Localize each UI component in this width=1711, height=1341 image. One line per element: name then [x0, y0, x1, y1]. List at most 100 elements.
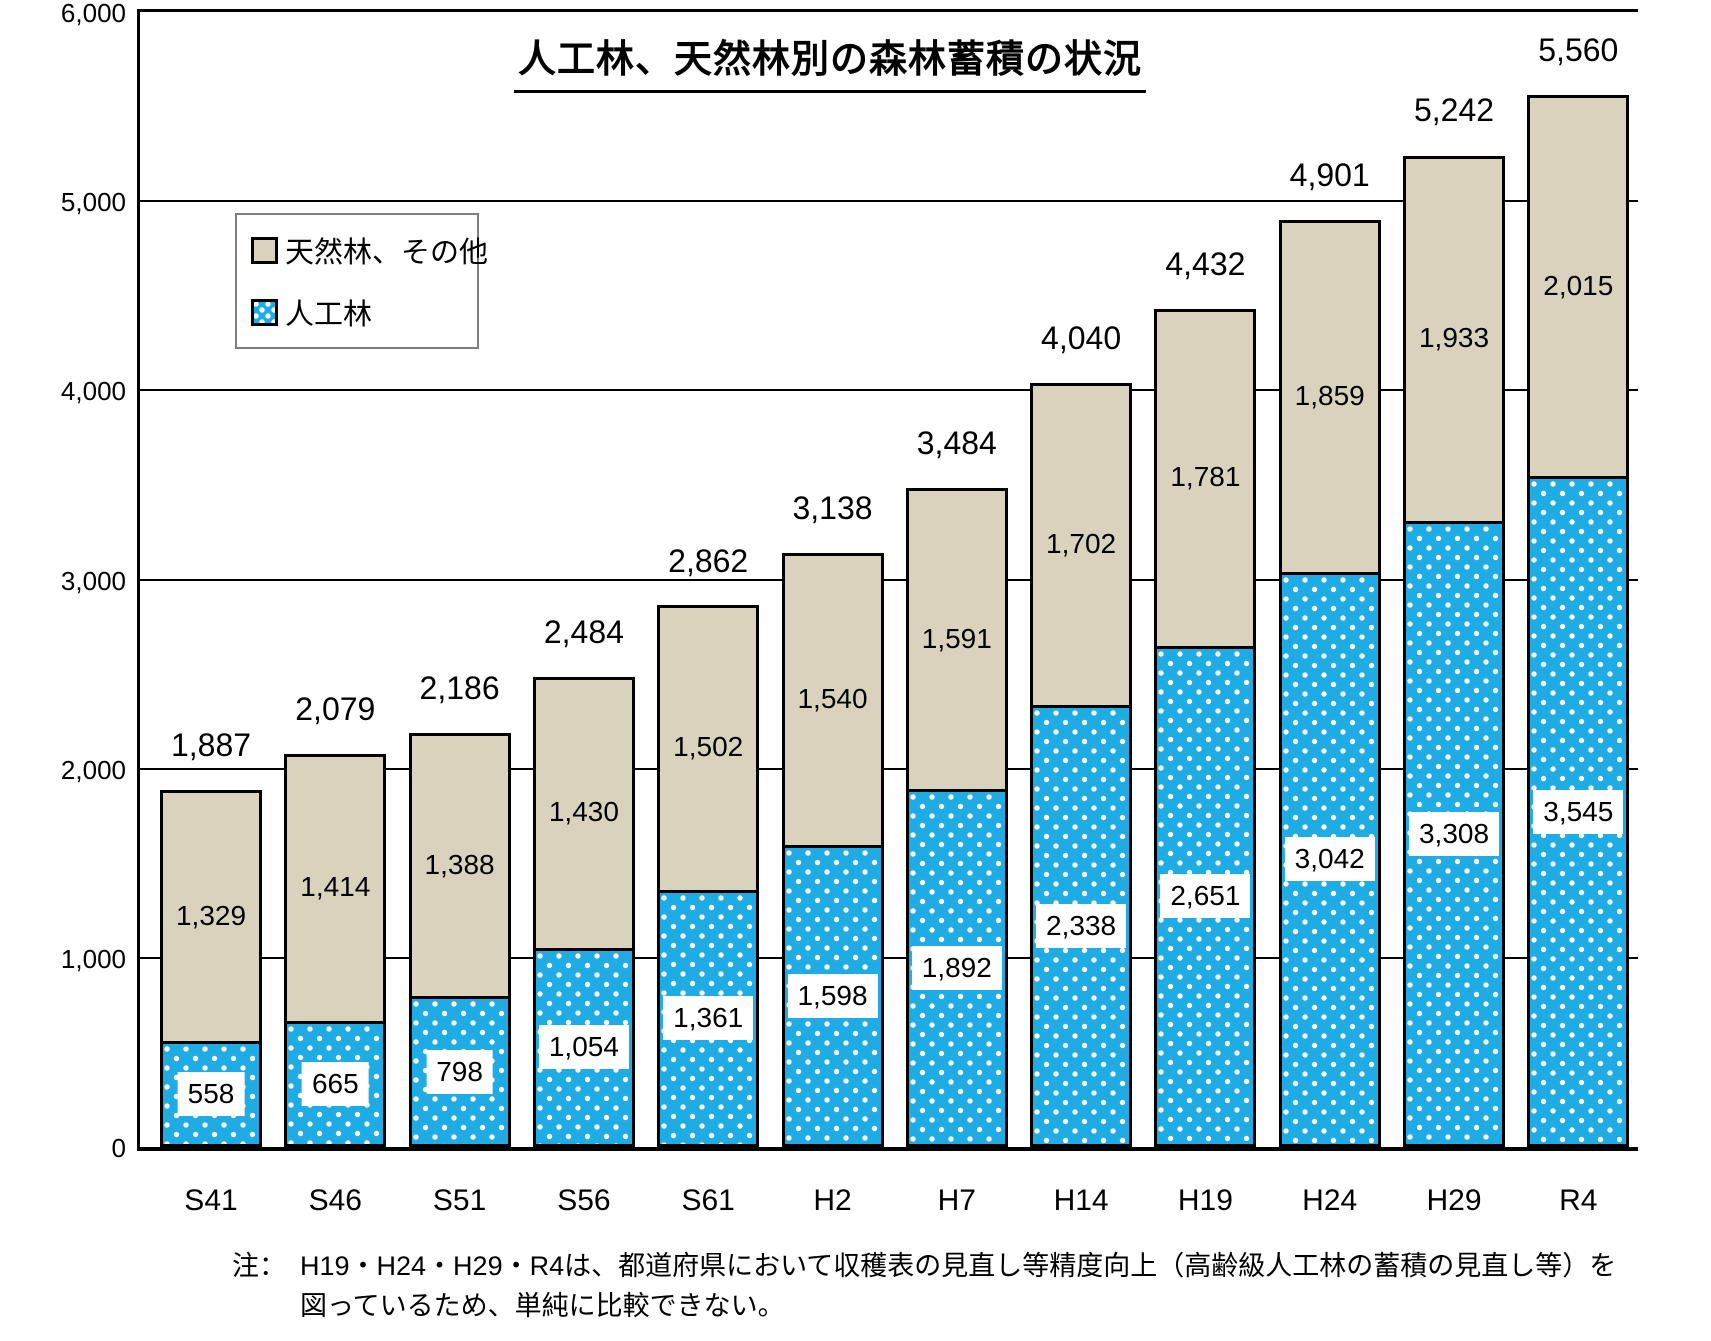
x-tick-label-H14: H14	[1053, 1184, 1109, 1217]
bar-S41: 1,329 558	[160, 790, 262, 1147]
gridline-3000	[140, 578, 1638, 581]
x-tick-label-H29: H29	[1426, 1184, 1482, 1217]
x-tick-label-H2: H2	[813, 1184, 852, 1217]
legend: 天然林、その他 人工林	[235, 213, 488, 349]
natural-value-label-H7: 1,591	[921, 622, 992, 654]
segment-natural-H29	[1403, 155, 1505, 522]
plot-area: 1,329 558 1,414 665 1,388 798 1,430 1,054 1,502 1…	[137, 9, 1638, 1151]
total-label-H7: 3,484	[916, 424, 997, 461]
footnote-line-1: H19・H24・H29・R4は、都道府県において収穫表の見直し等精度向上（高齢級…	[300, 1251, 1617, 1281]
footnote: 注： H19・H24・H29・R4は、都道府県において収穫表の見直し等精度向上（…	[232, 1246, 1616, 1326]
bar-R4: 2,015 3,545	[1527, 95, 1630, 1147]
natural-value-label-S46: 1,414	[300, 871, 371, 903]
bar-H24: 1,859 3,042	[1278, 219, 1381, 1147]
total-label-S51: 2,186	[419, 670, 500, 707]
x-tick-label-S61: S61	[681, 1184, 735, 1217]
total-label-S41: 1,887	[170, 727, 252, 764]
segment-natural-R4	[1527, 95, 1630, 477]
segment-natural-H7	[905, 488, 1008, 790]
total-label-H14: 4,040	[1041, 319, 1122, 356]
segment-natural-H24	[1278, 219, 1381, 572]
natural-value-label-S56: 1,430	[548, 796, 619, 828]
planted-value-label-H24: 3,042	[1284, 837, 1375, 882]
planted-value-label-H14: 2,338	[1036, 903, 1127, 948]
chart-title-wrap: 人工林、天然林別の森林蓄積の状況	[330, 28, 1330, 93]
bar-H14: 1,702 2,338	[1030, 382, 1133, 1147]
natural-value-label-H24: 1,859	[1294, 379, 1365, 411]
total-label-S61: 2,862	[668, 542, 749, 579]
bar-H2: 1,540 1,598	[781, 553, 884, 1147]
planted-value-label-H7: 1,892	[911, 946, 1002, 991]
segment-natural-S41	[160, 790, 262, 1042]
planted-value-label-H29: 3,308	[1408, 812, 1500, 857]
bar-H29: 1,933 3,308	[1403, 155, 1505, 1147]
footnote-prefix: 注：	[232, 1251, 286, 1281]
planted-value-label-R4: 3,545	[1533, 789, 1624, 834]
chart-title: 人工林、天然林別の森林蓄積の状況	[513, 28, 1146, 93]
x-tick-label-H7: H7	[937, 1184, 976, 1217]
bar-H7: 1,591 1,892	[905, 488, 1008, 1147]
planted-value-label-S51: 798	[426, 1049, 493, 1094]
natural-value-label-H2: 1,540	[797, 683, 868, 715]
bar-H19: 1,781 2,651	[1154, 308, 1257, 1147]
x-tick-label-S51: S51	[432, 1184, 487, 1217]
total-label-S46: 2,079	[295, 690, 376, 727]
total-label-R4: 5,560	[1538, 32, 1619, 69]
x-tick-label-S56: S56	[557, 1184, 611, 1217]
footnote-text: H19・H24・H29・R4は、都道府県において収穫表の見直し等精度向上（高齢級…	[300, 1246, 1616, 1326]
planted-value-label-H19: 2,651	[1160, 874, 1251, 919]
bar-S51: 1,388 798	[408, 733, 511, 1147]
legend-label-planted: 人工林	[285, 299, 373, 331]
segment-natural-H19	[1154, 308, 1257, 646]
segment-natural-H2	[781, 553, 884, 845]
legend-swatch-planted-icon	[251, 298, 278, 326]
bar-S56: 1,430 1,054	[532, 677, 635, 1147]
gridline-5000	[140, 200, 1638, 203]
legend-item-planted: 人工林	[251, 291, 465, 333]
planted-value-label-S46: 665	[301, 1062, 369, 1107]
x-tick-label-H24: H24	[1302, 1184, 1358, 1217]
total-label-H19: 4,432	[1165, 245, 1246, 282]
segment-natural-S46	[284, 753, 387, 1022]
segment-natural-S56	[532, 677, 635, 948]
gridline-1000	[140, 956, 1638, 959]
total-label-S56: 2,484	[543, 614, 624, 651]
gridline-2000	[140, 767, 1638, 770]
planted-value-label-S61: 1,361	[663, 996, 754, 1041]
natural-value-label-R4: 2,015	[1543, 269, 1614, 301]
planted-value-label-H2: 1,598	[787, 973, 878, 1018]
footnote-line-2: 図っているため、単純に比較できない。	[300, 1291, 785, 1321]
natural-value-label-H29: 1,933	[1418, 322, 1490, 354]
total-label-H2: 3,138	[792, 490, 873, 527]
y-tick-label-3000: 3,000	[60, 565, 126, 596]
y-tick-label-2000: 2,000	[60, 754, 126, 785]
y-tick-label-5000: 5,000	[60, 187, 126, 218]
segment-natural-S61	[657, 605, 760, 890]
planted-value-label-S41: 558	[177, 1072, 245, 1117]
total-label-H29: 5,242	[1413, 92, 1495, 129]
y-tick-label-6000: 6,000	[60, 0, 126, 28]
natural-value-label-H14: 1,702	[1046, 527, 1117, 559]
natural-value-label-S41: 1,329	[175, 899, 247, 931]
y-tick-label-0: 0	[111, 1133, 126, 1163]
gridline-4000	[140, 389, 1638, 392]
x-tick-label-R4: R4	[1559, 1184, 1598, 1217]
segment-natural-H14	[1030, 382, 1133, 705]
total-label-H24: 4,901	[1289, 156, 1370, 193]
planted-value-label-S56: 1,054	[538, 1025, 629, 1070]
y-tick-label-4000: 4,000	[60, 376, 126, 407]
natural-value-label-S51: 1,388	[424, 848, 495, 880]
natural-value-label-S61: 1,502	[673, 731, 744, 763]
segment-natural-S51	[408, 733, 511, 997]
x-tick-label-H19: H19	[1177, 1184, 1233, 1217]
natural-value-label-H19: 1,781	[1170, 461, 1241, 493]
legend-label-natural: 天然林、その他	[285, 237, 489, 269]
y-tick-label-1000: 1,000	[60, 943, 126, 974]
legend-item-natural: 天然林、その他	[251, 229, 488, 271]
bar-S61: 1,502 1,361	[657, 605, 760, 1147]
legend-swatch-natural-icon	[251, 236, 278, 264]
bar-S46: 1,414 665	[284, 753, 387, 1147]
x-tick-label-S41: S41	[184, 1184, 238, 1217]
x-tick-label-S46: S46	[308, 1184, 362, 1217]
